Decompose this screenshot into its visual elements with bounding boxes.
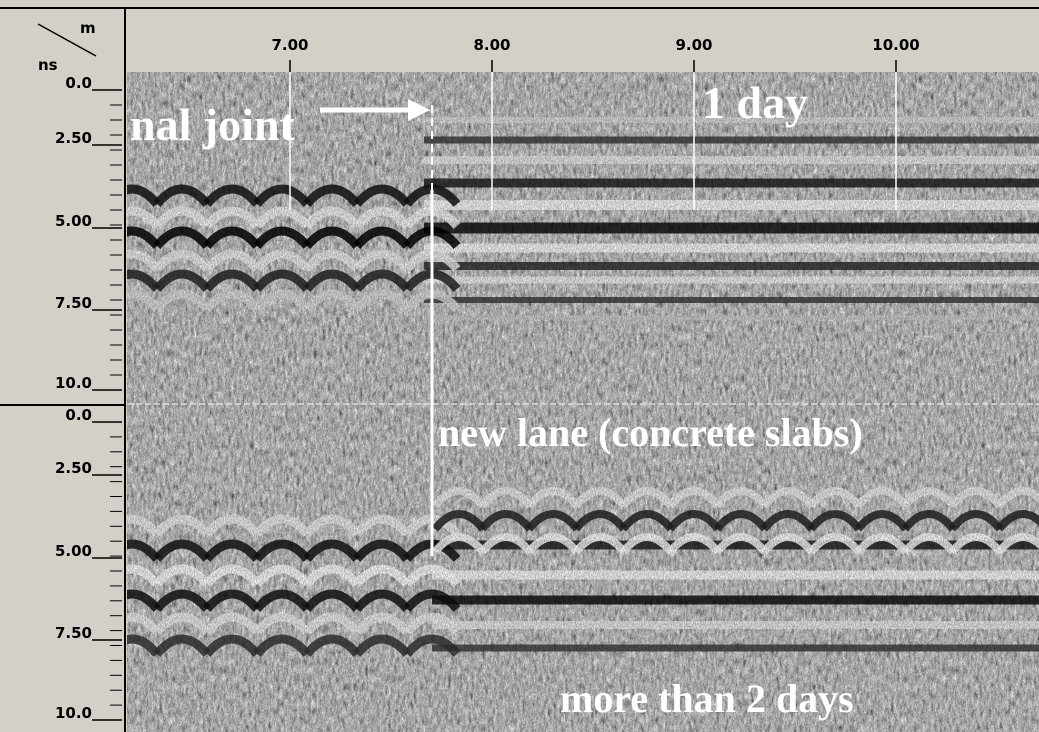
y-tick-label: 2.50 (55, 459, 92, 477)
y-tick-label: 0.0 (65, 74, 92, 92)
unit-x: m (80, 19, 96, 37)
y-tick-label: 2.50 (55, 129, 92, 147)
y-tick-label: 5.00 (55, 212, 92, 230)
x-tick-label: 7.00 (271, 36, 308, 54)
x-tick-label: 10.00 (872, 36, 919, 54)
annotation-joint: nal joint (130, 99, 296, 150)
arrow-head (408, 99, 430, 121)
grain-overlay (127, 72, 1039, 732)
y-tick-label: 5.00 (55, 542, 92, 560)
unit-y: ns (38, 56, 58, 74)
annotation-bottom: more than 2 days (560, 676, 854, 721)
x-tick-label: 9.00 (675, 36, 712, 54)
y-tick-label: 0.0 (65, 406, 92, 424)
y-tick-label: 10.0 (55, 704, 92, 722)
annotation-top: 1 day (702, 77, 808, 128)
y-tick-label: 10.0 (55, 374, 92, 392)
x-tick-label: 8.00 (473, 36, 510, 54)
annotation-middle: new lane (concrete slabs) (438, 410, 863, 455)
y-tick-label: 7.50 (55, 624, 92, 642)
unit-diagonal (37, 23, 97, 57)
y-tick-label: 7.50 (55, 294, 92, 312)
